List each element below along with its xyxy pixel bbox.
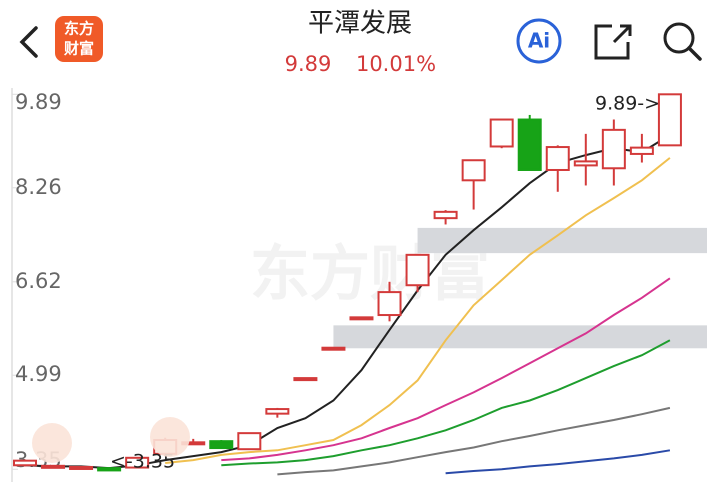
candle-body (517, 118, 542, 171)
candle-body (265, 408, 290, 415)
candle-body (545, 146, 570, 171)
y-tick-label: 4.99 (15, 362, 62, 386)
expand-icon[interactable] (32, 423, 72, 463)
candle-body (489, 118, 514, 148)
candle-body (433, 210, 458, 220)
candle-body (657, 93, 682, 147)
candle-body (601, 128, 626, 170)
app-logo[interactable] (55, 16, 103, 62)
stock-change: 10.01% (356, 52, 436, 76)
moving-average (221, 339, 671, 467)
back-button[interactable] (19, 26, 38, 58)
search-handle (687, 46, 702, 61)
y-tick-label: 9.89 (15, 90, 62, 114)
ai-label: Ai (528, 29, 550, 53)
candle-body (461, 159, 486, 182)
candle-body (405, 253, 430, 287)
logo-text: 东方 (64, 20, 94, 38)
logo-text: 财富 (64, 40, 94, 58)
candle-body (573, 160, 598, 167)
stock-price: 9.89 (285, 52, 332, 76)
stock-name: 平潭发展 (308, 9, 412, 39)
candle-body (349, 316, 374, 321)
share-button[interactable] (594, 24, 632, 60)
search-button[interactable] (663, 22, 695, 54)
annotation: <-3.35 (110, 451, 175, 473)
candle-body (41, 464, 66, 469)
price-zone (333, 325, 707, 349)
candle-body (321, 346, 346, 351)
candle-body (125, 456, 150, 469)
moving-average (445, 449, 671, 475)
candle-body (237, 432, 262, 451)
y-tick-label: 6.62 (15, 269, 62, 293)
moving-average (221, 277, 671, 462)
candle-body (13, 459, 37, 467)
expand-icon[interactable] (150, 417, 190, 457)
moving-average (277, 406, 671, 476)
y-tick-label: 8.26 (15, 175, 62, 199)
candle-body (97, 467, 122, 472)
annotation: 9.89-> (595, 93, 660, 115)
candle-body (377, 291, 402, 317)
candle-body (293, 377, 318, 382)
ai-button[interactable] (516, 18, 562, 64)
candle-body (629, 146, 654, 155)
candle-body (209, 440, 234, 450)
moving-average (165, 157, 671, 464)
candle-body (69, 465, 94, 470)
